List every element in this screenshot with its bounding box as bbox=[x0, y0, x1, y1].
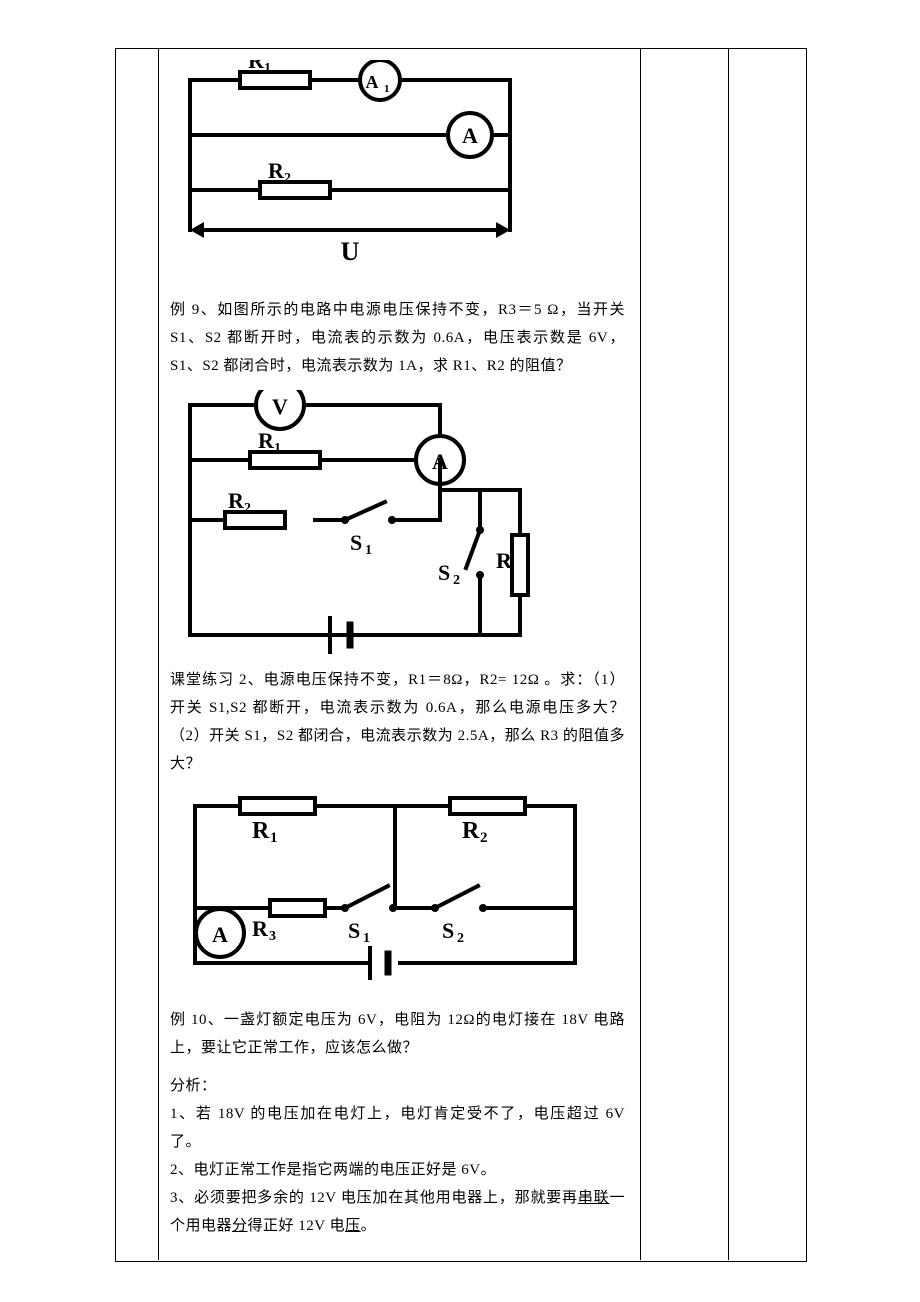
column-divider-2 bbox=[640, 48, 641, 1260]
svg-text:2: 2 bbox=[244, 501, 251, 516]
svg-text:1: 1 bbox=[384, 83, 390, 95]
circuit-diagram-1: R 1 A 1 A R 2 U bbox=[170, 60, 540, 290]
circuit-diagram-2: V R 1 A R 2 S 1 S 2 R 3 . . 3 3 bbox=[170, 390, 550, 660]
r2-label-2: R bbox=[228, 488, 245, 513]
analysis-3: 3、必须要把多余的 12V 电压加在其他用电器上，那就要再串联一个用电器分得正好… bbox=[170, 1184, 625, 1240]
svg-text:1: 1 bbox=[363, 931, 370, 946]
s2-label: S bbox=[438, 560, 450, 585]
v-label: V bbox=[272, 394, 288, 419]
a-label: A bbox=[462, 123, 478, 148]
s1-label-3: S bbox=[348, 918, 360, 943]
r1-label-3: R bbox=[252, 818, 270, 844]
a-label-3: A bbox=[212, 922, 228, 947]
analysis-2: 2、电灯正常工作是指它两端的电压正好是 6V。 bbox=[170, 1156, 625, 1184]
underline-2: 分 bbox=[232, 1218, 248, 1234]
svg-text:1: 1 bbox=[365, 543, 372, 558]
svg-text:1: 1 bbox=[274, 441, 281, 456]
u-label: U bbox=[341, 237, 360, 266]
svg-text:3: 3 bbox=[269, 929, 276, 944]
svg-text:2: 2 bbox=[480, 830, 488, 846]
r2-label-3: R bbox=[462, 818, 480, 844]
s2-label-3: S bbox=[442, 918, 454, 943]
svg-text:2: 2 bbox=[457, 931, 464, 946]
s1-label: S bbox=[350, 530, 362, 555]
column-divider-3 bbox=[728, 48, 729, 1260]
analysis-heading: 分析： bbox=[170, 1072, 625, 1100]
practice-2-text: 课堂练习 2、电源电压保持不变，R1＝8Ω，R2= 12Ω 。求：（1）开关 S… bbox=[170, 666, 625, 778]
r3-label: R bbox=[496, 548, 513, 573]
column-divider-1 bbox=[158, 48, 159, 1260]
underline-1: 串联 bbox=[578, 1190, 610, 1206]
r2-label: R bbox=[268, 158, 285, 183]
analysis-1: 1、若 18V 的电压加在电灯上，电灯肯定受不了，电压超过 6V 了。 bbox=[170, 1100, 625, 1156]
example-9-text: 例 9、如图所示的电路中电源电压保持不变，R3＝5 Ω，当开关 S1、S2 都断… bbox=[170, 296, 625, 380]
r1-label-2: R bbox=[258, 428, 275, 453]
svg-text:2: 2 bbox=[453, 573, 460, 588]
analysis-3d: 。 bbox=[361, 1218, 377, 1234]
a-label-2: A bbox=[432, 449, 448, 474]
svg-text:2: 2 bbox=[284, 171, 291, 186]
main-content: R 1 A 1 A R 2 U 例 9、如图所示的电路中电源电压保持不变，R3＝… bbox=[170, 60, 625, 1240]
analysis-3c: 得正好 12V 电 bbox=[248, 1218, 346, 1234]
page: R 1 A 1 A R 2 U 例 9、如图所示的电路中电源电压保持不变，R3＝… bbox=[0, 0, 920, 1302]
circuit-diagram-3: R 1 R 2 A R 3 S 1 S 2 bbox=[170, 788, 600, 988]
a1-label: A bbox=[366, 72, 379, 92]
svg-text:1: 1 bbox=[264, 61, 271, 76]
underline-3: 压 bbox=[345, 1218, 361, 1234]
example-10-text: 例 10、一盏灯额定电压为 6V，电阻为 12Ω的电灯接在 18V 电路上，要让… bbox=[170, 1006, 625, 1062]
r3-label-3: R bbox=[252, 916, 269, 941]
analysis-3a: 3、必须要把多余的 12V 电压加在其他用电器上，那就要再 bbox=[170, 1190, 578, 1206]
svg-text:1: 1 bbox=[270, 830, 278, 846]
r1-label: R bbox=[248, 60, 265, 73]
